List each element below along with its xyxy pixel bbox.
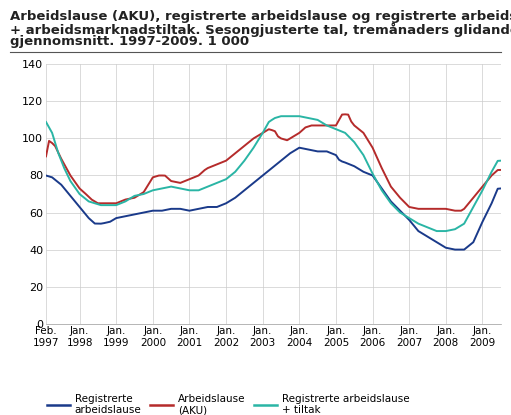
- Text: Arbeidslause (AKU), registrerte arbeidslause og registrerte arbeidslause: Arbeidslause (AKU), registrerte arbeidsl…: [10, 10, 511, 23]
- Text: gjennomsnitt. 1997-2009. 1 000: gjennomsnitt. 1997-2009. 1 000: [10, 35, 249, 48]
- Text: + arbeidsmarknadstiltak. Sesongjusterte tal, tremånaders glidande: + arbeidsmarknadstiltak. Sesongjusterte …: [10, 23, 511, 37]
- Legend: Registrerte
arbeidslause, Arbeidslause
(AKU), Registrerte arbeidslause
+ tiltak: Registrerte arbeidslause, Arbeidslause (…: [47, 394, 410, 415]
